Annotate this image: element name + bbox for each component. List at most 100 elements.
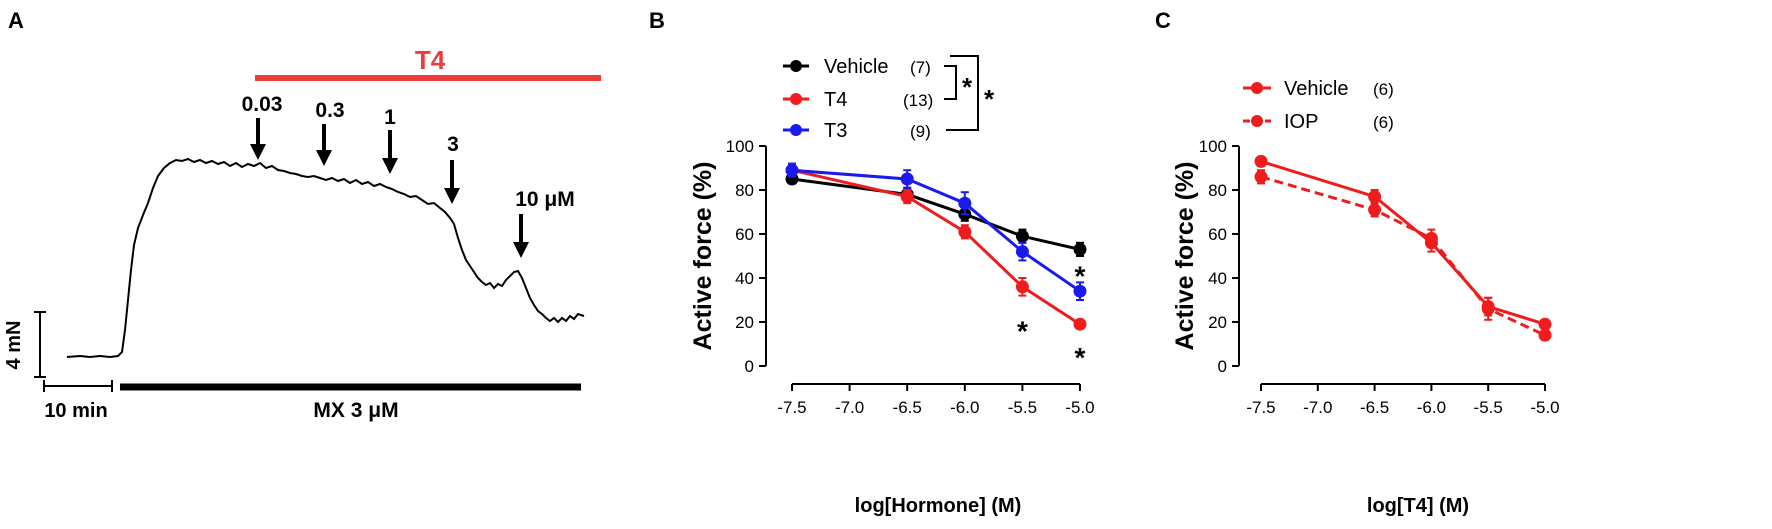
time-scale-label: 10 min [44, 400, 107, 422]
plot-b: 0 20 40 60 80 100 -7.5 -7.0 -6.5 -6.0 -5.5 -5.0 * * * [726, 137, 1095, 417]
panel-b-letter: B [649, 8, 665, 33]
axis-b-xlabel: log[Hormone] (M) [855, 495, 1022, 517]
dose-label-4: 10 μM [515, 188, 575, 211]
legend-c-vehicle-label: Vehicle [1284, 78, 1349, 100]
c-point-iop-4 [1538, 328, 1552, 342]
b-xtick-label-4: -5.5 [1008, 398, 1037, 417]
c-point-iop-0 [1254, 170, 1268, 184]
legend-c-iop-label: IOP [1284, 111, 1318, 133]
legend-bracket-inner [944, 65, 957, 100]
b-point-t4-2 [958, 225, 972, 239]
dose-arrow-0: 0.03 [242, 93, 283, 160]
c-point-vehicle-1 [1368, 190, 1382, 204]
legend-t4-n: (13) [903, 91, 933, 110]
legend-c-iop-n: (6) [1373, 113, 1394, 132]
c-series-iop-line [1260, 175, 1546, 337]
axis-b-ylabel: Active force (%) [689, 162, 717, 351]
axis-c-ylabel: Active force (%) [1171, 162, 1199, 351]
c-ytick-label-5: 100 [1199, 137, 1227, 156]
panel-a-letter: A [8, 8, 24, 33]
plot-c: 0 20 40 60 80 100 -7.5 -7.0 -6.5 -6.0 -5.5 -5.0 [1199, 137, 1560, 417]
axis-c-xlabel: log[T4] (M) [1367, 495, 1469, 517]
force-scale-bar: 4 mN [3, 311, 46, 378]
dose-label-0: 0.03 [242, 93, 283, 116]
dose-arrow-3: 3 [444, 133, 460, 204]
b-xtick-label-5: -5.0 [1065, 398, 1094, 417]
b-ytick-label-0: 0 [745, 357, 754, 376]
t4-treatment-label: T4 [415, 45, 446, 75]
c-point-iop-1 [1368, 203, 1382, 217]
legend-t3-n: (9) [910, 122, 931, 141]
c-ytick-label-1: 20 [1208, 313, 1227, 332]
c-xtick-label-2: -6.5 [1360, 398, 1389, 417]
c-ytick-label-3: 60 [1208, 225, 1227, 244]
c-point-vehicle-0 [1254, 154, 1268, 168]
c-ytick-label-2: 40 [1208, 269, 1227, 288]
b-series-t3-line [791, 168, 1081, 293]
legend-b: Vehicle (7) T4 (13) T3 (9) * * [783, 55, 995, 142]
legend-c: Vehicle (6) IOP (6) [1243, 78, 1394, 133]
c-series-vehicle-line [1260, 159, 1546, 326]
b-point-t3-4 [1073, 284, 1087, 298]
legend-item-c-vehicle: Vehicle (6) [1243, 78, 1394, 100]
legend-sig-inner: * [962, 72, 973, 102]
dose-label-3: 3 [447, 133, 459, 156]
force-trace [66, 157, 585, 359]
mx-baseline-label: MX 3 μM [313, 399, 398, 422]
dose-label-2: 1 [384, 106, 396, 129]
legend-c-vehicle-n: (6) [1373, 80, 1394, 99]
legend-t3-label: T3 [824, 120, 847, 142]
b-ytick-label-3: 60 [735, 225, 754, 244]
dose-arrow-2: 1 [382, 106, 398, 174]
panel-c-letter: C [1155, 8, 1171, 33]
b-series-t4-line [791, 168, 1081, 326]
b-point-t4-3 [1015, 280, 1029, 294]
legend-vehicle-n: (7) [910, 58, 931, 77]
b-point-vehicle-4 [1073, 242, 1087, 256]
b-point-t4-4 [1073, 317, 1087, 331]
legend-sig-outer: * [984, 84, 995, 114]
legend-t4-label: T4 [824, 89, 847, 111]
b-point-t3-1 [900, 172, 914, 186]
dose-label-1: 0.3 [315, 99, 344, 122]
c-point-iop-3 [1481, 302, 1495, 316]
force-scale-label: 4 mN [3, 321, 25, 370]
legend-item-t3: T3 (9) [783, 120, 931, 142]
b-xtick-label-3: -6.0 [950, 398, 979, 417]
panel-c: C Vehicle (6) IOP (6) 0 20 40 60 80 100 -7.5 -7… [1155, 8, 1560, 517]
dose-arrow-1: 0.3 [315, 99, 345, 166]
panel-b: B Vehicle (7) T4 (13) T3 (9) [649, 8, 1095, 517]
b-point-t3-3 [1015, 245, 1029, 259]
b-significance-2: * [1075, 342, 1086, 373]
c-xtick-label-1: -7.0 [1303, 398, 1332, 417]
c-point-iop-2 [1424, 231, 1438, 245]
c-xtick-label-5: -5.0 [1530, 398, 1559, 417]
b-ytick-label-1: 20 [735, 313, 754, 332]
c-ytick-label-0: 0 [1218, 357, 1227, 376]
b-ytick-label-2: 40 [735, 269, 754, 288]
b-ytick-label-5: 100 [726, 137, 754, 156]
legend-bracket-outer [946, 55, 979, 131]
panel-a: A T4 0.03 0.3 1 3 10 μM [3, 8, 601, 422]
c-xtick-label-0: -7.5 [1246, 398, 1275, 417]
c-point-vehicle-4 [1538, 317, 1552, 331]
legend-item-vehicle: Vehicle (7) [783, 56, 931, 78]
legend-item-t4: T4 (13) [783, 89, 933, 111]
legend-item-c-iop: IOP (6) [1243, 111, 1394, 133]
b-significance-0: * [1017, 315, 1028, 346]
b-point-vehicle-3 [1015, 229, 1029, 243]
c-xtick-label-4: -5.5 [1474, 398, 1503, 417]
b-point-t3-0 [785, 163, 799, 177]
time-scale-bar: 10 min [43, 380, 113, 422]
b-xtick-label-0: -7.5 [777, 398, 806, 417]
b-xtick-label-2: -6.5 [893, 398, 922, 417]
legend-vehicle-label: Vehicle [824, 56, 889, 78]
b-significance-1: * [1075, 260, 1086, 291]
c-ytick-label-4: 80 [1208, 181, 1227, 200]
mx-baseline-bar: MX 3 μM [120, 383, 581, 422]
b-point-t4-1 [900, 190, 914, 204]
b-xtick-label-1: -7.0 [835, 398, 864, 417]
dose-arrow-4: 10 μM [513, 188, 575, 258]
b-ytick-label-4: 80 [735, 181, 754, 200]
